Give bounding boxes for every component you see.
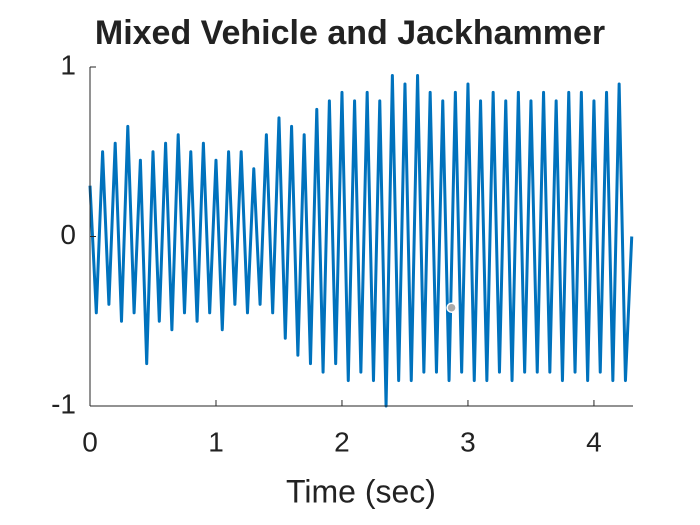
y-tick-label: 0 — [60, 219, 76, 250]
data-marker — [446, 302, 457, 313]
x-tick-label: 2 — [334, 426, 350, 457]
signal-line — [88, 73, 634, 408]
y-tick-label: 1 — [60, 49, 76, 80]
y-tick-label: -1 — [51, 388, 76, 419]
x-tick-label: 1 — [208, 426, 224, 457]
chart-title: Mixed Vehicle and Jackhammer — [95, 14, 605, 52]
x-tick-label: 0 — [82, 426, 98, 457]
x-axis-label: Time (sec) — [286, 473, 436, 509]
x-tick-label: 3 — [460, 426, 476, 457]
x-tick-label: 4 — [586, 426, 602, 457]
